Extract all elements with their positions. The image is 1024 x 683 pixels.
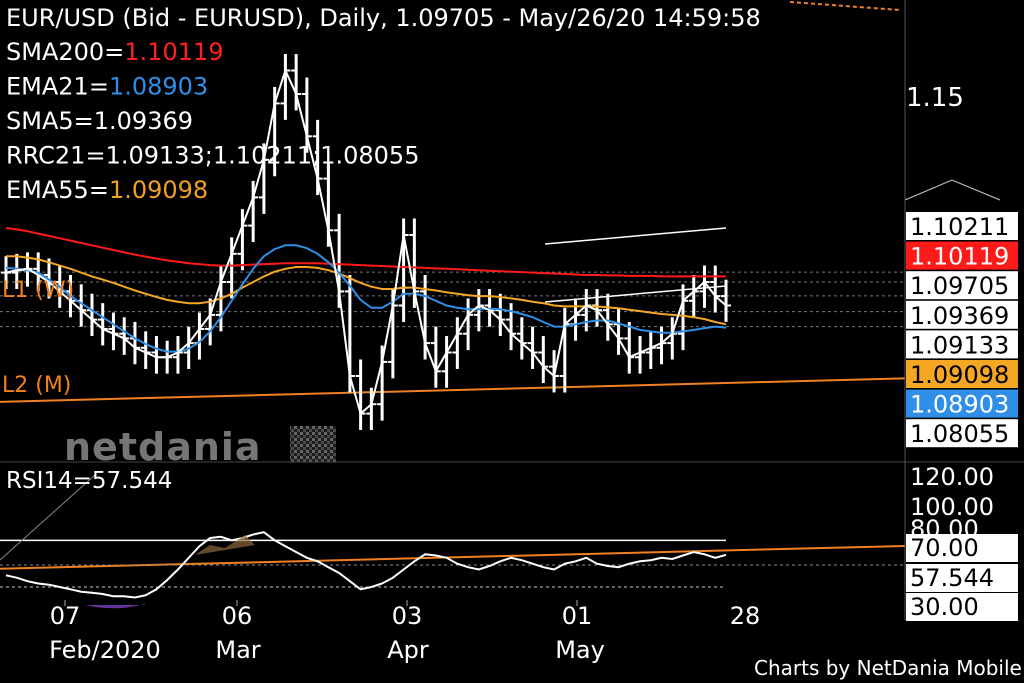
rsi-line: [5, 531, 727, 599]
price-label-box: [906, 271, 1018, 300]
x-day-label: 06: [222, 602, 253, 630]
price-label-box: [906, 241, 1018, 270]
indicator-4: EMA55=1.09098: [6, 176, 208, 204]
sma200-line: [5, 227, 726, 278]
indicator-1: EMA21=1.08903: [6, 73, 208, 101]
price-label-box: [906, 419, 1018, 448]
ohlc-bar: [602, 293, 613, 341]
ohlc-bar: [430, 326, 441, 388]
price-axis: 1.151.102111.101191.097051.093691.091331…: [904, 0, 1018, 620]
grid-lines: [0, 271, 905, 328]
netdania-watermark: netdania: [64, 425, 336, 469]
level-l1-label: L1 (W): [2, 278, 74, 303]
ohlc-bar: [516, 317, 527, 360]
x-day-label: 03: [392, 602, 423, 630]
price-label: 1.09133: [910, 331, 1009, 359]
x-day-label: 28: [730, 602, 761, 630]
top-dashed-line: [789, 1, 901, 11]
ema55-line: [6, 255, 727, 326]
ohlc-bar: [280, 54, 291, 120]
indicator-lines: [5, 67, 727, 416]
range-cone: [904, 179, 1001, 201]
ohlc-bar: [613, 307, 624, 355]
rsi-tick: 100.00: [910, 493, 994, 521]
price-label: 1.09705: [910, 272, 1009, 300]
channel-lower: [544, 285, 727, 303]
chart-title: EUR/USD (Bid - EURUSD), Daily, 1.09705 -…: [6, 4, 761, 32]
ohlc-bar: [355, 359, 366, 431]
rsi-tick-box: [906, 593, 1018, 621]
rsi-tick-box: [906, 564, 1018, 592]
price-label-box: [906, 212, 1018, 240]
ohlc-bar: [441, 336, 452, 388]
level-l1-line: [0, 377, 906, 403]
ohlc-bar: [710, 265, 721, 313]
ohlc-bar: [495, 293, 506, 337]
ohlc-bar: [291, 54, 302, 111]
rsi-tick: 120.00: [910, 463, 994, 491]
ohlc-bar: [398, 218, 409, 322]
ohlc-bar: [452, 317, 463, 369]
indicator-legend: SMA200=1.10119 EMA21=1.08903 SMA5=1.09369 R…: [6, 38, 419, 204]
x-day-label: 01: [562, 602, 593, 630]
ohlc-bar: [129, 321, 140, 365]
x-month-label: May: [555, 636, 605, 664]
price-label-box: [906, 360, 1018, 388]
price-label: 1.09098: [910, 361, 1009, 389]
indicator-0: SMA200=1.10119: [6, 38, 224, 66]
x-month-label: Mar: [215, 636, 260, 664]
channel-upper: [544, 227, 727, 245]
ohlc-bar: [248, 180, 259, 243]
indicator-3: RRC21=1.09133;1.10211;1.08055: [6, 142, 419, 170]
ohlc-bar: [97, 303, 108, 346]
price-label: 1.08903: [910, 391, 1009, 419]
sma5-line: [5, 67, 727, 416]
x-day-label: 07: [50, 602, 81, 630]
time-axis: 07 06 03 01 28 Feb/2020 Mar Apr May: [49, 600, 760, 664]
ohlc-bar: [194, 312, 205, 360]
rsi-diagonal: [0, 474, 96, 561]
ohlc-bar: [624, 321, 635, 374]
level-l2-label: L2 (M): [2, 373, 71, 398]
indicator-2: SMA5=1.09369: [6, 107, 193, 135]
rsi-oversold-fill: [85, 604, 145, 609]
ohlc-bar: [527, 326, 538, 369]
ohlc-bar: [463, 298, 474, 351]
rsi-tick: 70.00: [910, 534, 979, 562]
rsi-tick: 30.00: [910, 593, 979, 621]
price-label: 1.10119: [910, 243, 1009, 271]
price-label-box: [906, 330, 1018, 359]
price-tick-1.15: 1.15: [906, 83, 964, 113]
rsi-label: RSI14=57.544: [6, 468, 172, 494]
ohlc-bar: [538, 336, 549, 384]
watermark-text: netdania: [64, 425, 262, 469]
price-label-box: [906, 300, 1018, 329]
x-month-label: Apr: [387, 636, 429, 664]
price-label: 1.09369: [910, 302, 1009, 330]
rsi-overbought-fill: [195, 535, 255, 555]
ohlc-bar: [86, 293, 97, 337]
price-label: 1.08055: [910, 420, 1009, 448]
credit-text: Charts by NetDania Mobile: [754, 656, 1022, 680]
ohlc-bar: [570, 298, 581, 341]
watermark-grid-icon: [290, 426, 336, 462]
ohlc-bar: [721, 279, 731, 322]
price-label-box: [906, 389, 1018, 418]
x-month-label: Feb/2020: [49, 636, 161, 664]
rsi-tick: 57.544: [910, 564, 994, 592]
price-label: 1.10211: [910, 213, 1009, 241]
rsi-tick-box: [906, 534, 1018, 562]
